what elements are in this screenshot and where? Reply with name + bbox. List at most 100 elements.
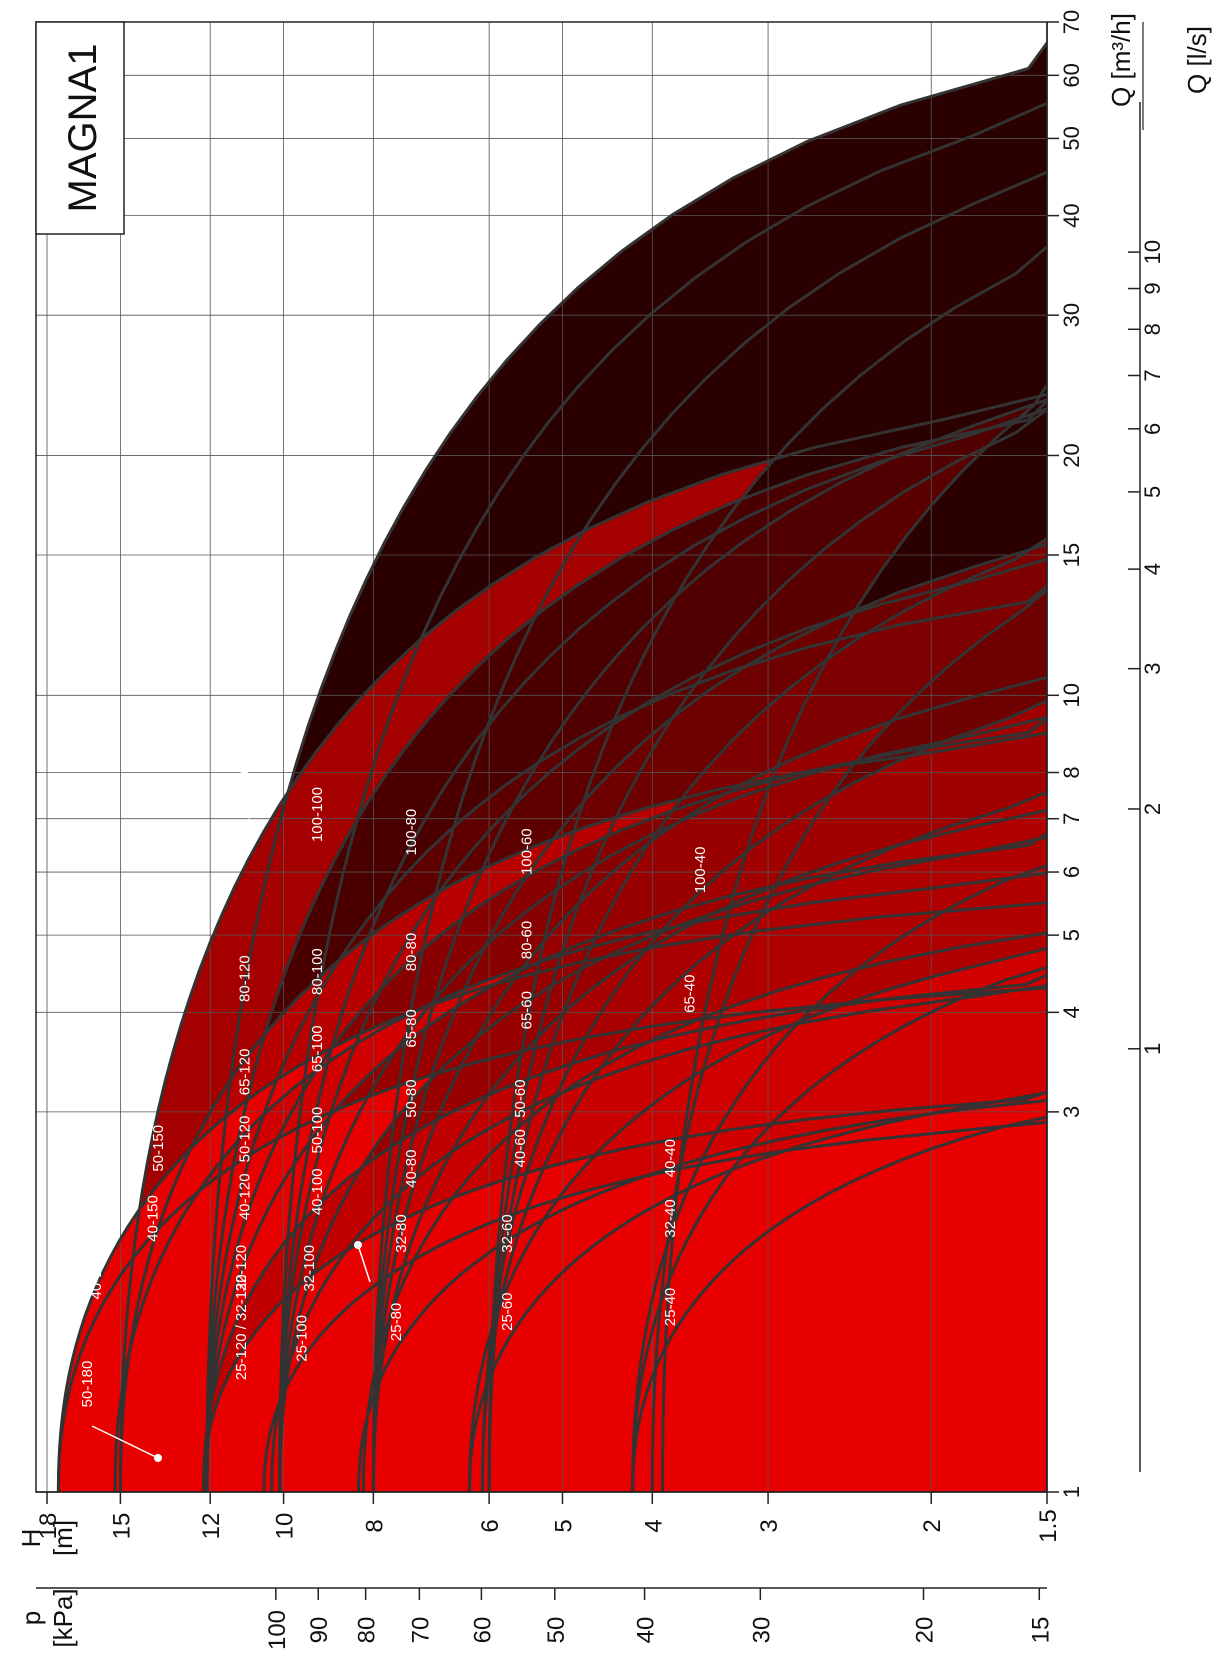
tick-label: 8 [361,1519,388,1532]
flow-axis-m3h-title: Q [m³/h] [1106,13,1136,107]
series-label: 40-180 [88,1253,105,1300]
series-label: 25-120 / 32-120 [233,1274,250,1380]
tick-label: 30 [748,1617,775,1644]
tick-label: 15 [108,1513,135,1540]
flow-axis-m3h: 1 3 4 5 6 7 8 10 15 20 30 40 50 60 70 [1046,10,1084,1498]
curve-32-40 [631,965,1047,1492]
series-label: 100-100 [309,787,326,842]
curve-25-60 [468,1090,1047,1492]
tick-label: 4 [1059,1006,1084,1018]
curve-50-180 [56,901,1047,1492]
curve-32-120 [202,973,1047,1492]
series-label: 32-80 [393,1214,410,1252]
tick-label: 12 [198,1513,225,1540]
curve-40-180 [56,986,1047,1492]
series-label: 40-120 [236,1173,253,1220]
curve-50-120 [205,717,1047,1492]
tick-label: 4 [640,1519,667,1532]
tick-label: 2 [919,1519,946,1532]
tick-label: 90 [306,1617,333,1644]
curve-32-60 [468,946,1047,1492]
tick-label: 6 [1059,866,1084,878]
series-label: 50-180 [79,1361,96,1408]
series-label: 100-120 [236,771,253,826]
series-label: 40-150 [145,1195,162,1242]
flow-axis-ls-title: Q [l/s] [1182,26,1212,94]
tick-label: 15 [1027,1617,1054,1644]
curve-40-60 [481,790,1047,1492]
series-label: 100-40 [692,847,709,894]
curve-65-120 [205,583,1047,1492]
series-label: 40-100 [309,1168,326,1215]
chart-title: MAGNA1 [61,44,105,213]
series-label: 40-40 [662,1139,679,1177]
curve-40-120 [205,831,1047,1492]
curve-100-60 [487,244,1047,1492]
curve-100-100 [278,101,1047,1492]
curve-50-100 [278,715,1047,1492]
tick-label: 7 [1059,813,1084,825]
curve-100-120 [205,40,1047,1492]
tick-label: 20 [1059,443,1084,467]
series-label: 25-60 [499,1293,516,1331]
tick-label: 8 [1140,323,1165,335]
series-label: 25-100 [293,1315,310,1362]
tick-label: 1 [1059,1486,1084,1498]
series-label: 50-60 [512,1079,529,1117]
series-label: 80-120 [236,955,253,1002]
series-label: 80-80 [403,933,420,971]
curve-40-100 [278,835,1047,1492]
series-label: 65-120 [236,1049,253,1096]
tick-label: 7 [1140,369,1165,381]
tick-label: 10 [1140,240,1165,264]
tick-label: 9 [1140,282,1165,294]
tick-label: 80 [354,1617,381,1644]
series-label: 50-100 [309,1107,326,1154]
series-label: 40-80 [403,1150,420,1188]
series-label: 50-150 [150,1125,167,1172]
series-label: 100-60 [519,828,536,875]
tick-label: 20 [912,1617,939,1644]
tick-label: 60 [1059,63,1084,87]
pressure-axis-title-line2: [kPa] [48,1588,78,1647]
series-label: 40-60 [512,1129,529,1167]
tick-label: 3 [1140,663,1165,675]
tick-label: 4 [1140,563,1165,575]
series-label: 80-100 [309,948,326,995]
tick-label: 6 [1140,423,1165,435]
tick-label: 3 [1059,1106,1084,1118]
series-label: 65-60 [519,991,536,1029]
series-label: 65-150 [150,955,167,1002]
series-label: 100-80 [403,809,420,856]
tick-label: 3 [756,1519,783,1532]
tick-label: 2 [1140,803,1165,815]
series-label: 32-40 [662,1199,679,1237]
tick-label: 70 [407,1617,434,1644]
region-25-40 [632,1048,1047,1492]
curve-80-120 [205,398,1047,1492]
tick-label: 6 [477,1519,504,1532]
label-leaders [91,1241,371,1462]
curve-65-150 [118,392,1047,1492]
series-label: 25-80 [388,1303,405,1341]
tick-label: 1.5 [1035,1509,1062,1542]
series-label: 50-80 [403,1079,420,1117]
tick-label: 60 [469,1617,496,1644]
curve-40-80 [371,808,1047,1492]
head-axis-title-line2: [m] [48,1520,78,1556]
tick-label: 10 [272,1513,299,1540]
curve-40-40 [631,863,1047,1492]
curve-80-80 [371,397,1047,1492]
curve-100-40 [661,382,1047,1492]
curve-25-80 [357,1098,1047,1492]
curve-100-80 [371,170,1047,1492]
curve-lines [56,40,1047,1492]
curve-65-100 [278,557,1047,1492]
flow-axis-ls: 1 2 3 4 5 6 7 8 9 10 [1128,102,1165,1472]
curve-25-40 [631,1115,1047,1492]
tick-label: 40 [633,1617,660,1644]
pressure-axis: 100 90 80 70 60 50 40 30 20 15 [36,1587,1054,1650]
tick-label: 5 [1059,929,1084,941]
tick-label: 50 [1059,126,1084,150]
curve-25-120-32-120 [202,1090,1047,1492]
